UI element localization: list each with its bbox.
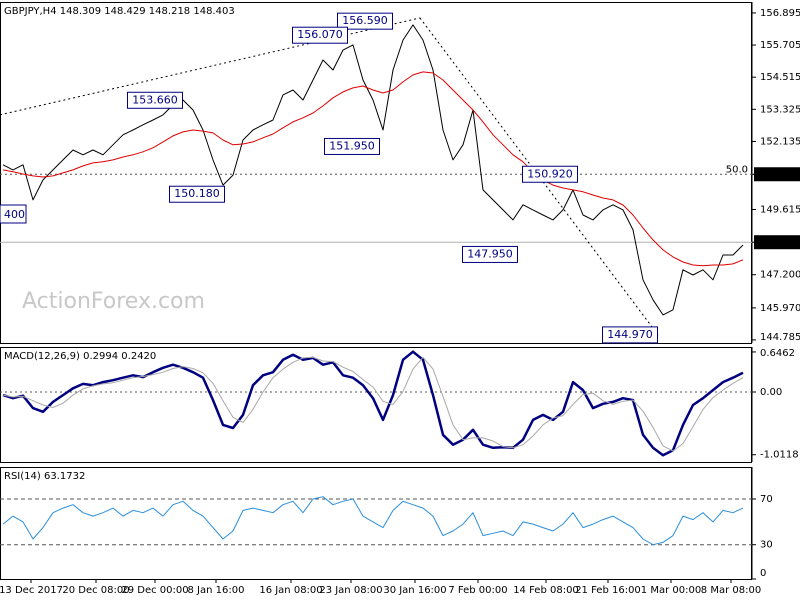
x-tick-label: 16 Jan 08:00	[259, 585, 322, 596]
panel-title: MACD(12,26,9) 0.2994 0.2420	[4, 351, 156, 362]
x-tick-label: 23 Jan 08:00	[319, 585, 382, 596]
annotation-box	[462, 245, 518, 263]
trend-line	[419, 17, 659, 336]
x-tick-label: 20 Dec 08:00	[62, 585, 129, 596]
y-tick-label: 154.515	[760, 72, 800, 83]
y-tick-label: 145.970	[760, 303, 800, 314]
series-line	[2, 350, 744, 457]
y-tick-highlight	[754, 167, 800, 182]
y-tick-label: 150.920	[760, 169, 800, 180]
panel-title: GBPJPY,H4 148.309 148.429 148.218 148.40…	[4, 6, 235, 17]
x-tick-label: 1 Mar 00:00	[641, 585, 701, 596]
y-tick-label: 155.705	[760, 40, 800, 51]
y-tick-label: 152.135	[760, 136, 800, 147]
watermark: ActionForex.com	[22, 289, 205, 314]
level-label: 50.0	[726, 164, 748, 175]
x-tick-label: 21 Feb 16:00	[575, 585, 641, 596]
annotation-box	[0, 204, 27, 224]
y-tick-label: 0.00	[760, 387, 782, 398]
y-tick-label: 153.325	[760, 104, 800, 115]
x-tick-label: 29 Dec 00:00	[121, 585, 188, 596]
x-tick-label: 8 Mar 08:00	[701, 585, 761, 596]
x-tick-label: 13 Dec 2017	[0, 585, 63, 596]
annotation-label: 151.950	[329, 139, 375, 152]
y-tick-label: 0.6462	[760, 348, 795, 359]
trend-line	[0, 17, 421, 116]
y-tick-label: 30	[760, 540, 773, 551]
annotation-label: 144.970	[607, 328, 653, 341]
annotation-box	[127, 91, 183, 109]
y-tick-label: 148.403	[760, 237, 800, 248]
annotation-label: 153.660	[132, 93, 178, 106]
annotation-label: 400	[4, 208, 25, 221]
annotation-box	[602, 326, 658, 344]
y-tick-label: 147.200	[760, 270, 800, 281]
annotation-label: 156.070	[297, 28, 343, 41]
annotation-box	[324, 137, 380, 155]
y-tick-label: -1.0118	[760, 450, 799, 461]
series-line	[2, 496, 744, 546]
annotation-box	[522, 165, 578, 183]
y-tick-label: 0	[760, 568, 766, 579]
x-tick-label: 14 Feb 08:00	[513, 585, 579, 596]
series-line	[2, 24, 744, 316]
annotation-box	[292, 26, 348, 44]
y-tick-label: 156.895	[760, 8, 800, 19]
y-tick-highlight	[754, 235, 800, 250]
x-tick-label: 8 Jan 16:00	[188, 585, 245, 596]
series-line	[2, 356, 744, 452]
y-tick-label: 144.785	[760, 332, 800, 343]
annotation-box	[337, 12, 393, 30]
annotation-label: 147.950	[467, 247, 513, 260]
annotation-box	[169, 185, 225, 203]
x-tick-label: 7 Feb 00:00	[448, 585, 507, 596]
series-line	[2, 71, 744, 267]
panel-title: RSI(14) 63.1732	[4, 471, 85, 482]
annotation-label: 150.920	[527, 167, 573, 180]
y-tick-label: 149.615	[760, 204, 800, 215]
annotation-label: 150.180	[174, 187, 220, 200]
annotation-label: 156.590	[342, 14, 388, 27]
y-tick-label: 70	[760, 494, 773, 505]
x-tick-label: 30 Jan 16:00	[383, 585, 446, 596]
